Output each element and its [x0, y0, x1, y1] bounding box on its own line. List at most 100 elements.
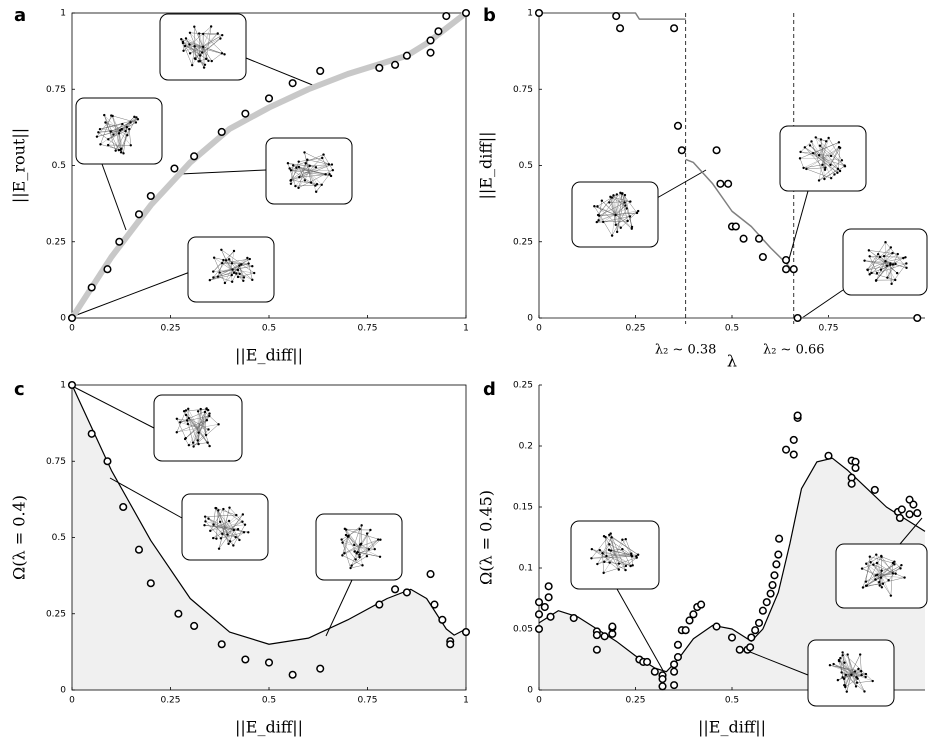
inset-node — [624, 204, 626, 206]
inset-node — [825, 140, 827, 142]
inset-node — [188, 444, 190, 446]
x-tick-label: 0.5 — [262, 696, 276, 706]
data-point — [790, 437, 797, 444]
inset-node — [598, 215, 600, 217]
inset-connector — [657, 170, 706, 198]
inset-node — [193, 45, 195, 47]
data-point — [613, 13, 620, 20]
data-point — [698, 601, 705, 608]
inset-node — [593, 205, 595, 207]
inset-node — [235, 272, 237, 274]
inset-node — [290, 169, 292, 171]
network-inset — [76, 98, 162, 164]
inset-node — [601, 200, 603, 202]
inset-node — [233, 529, 235, 531]
inset-node — [249, 258, 251, 260]
y-tick-label: 1 — [60, 9, 66, 19]
inset-node — [810, 140, 812, 142]
inset-node — [212, 523, 214, 525]
inset-node — [611, 234, 613, 236]
inset-node — [232, 544, 234, 546]
inset-node — [243, 276, 245, 278]
inset-node — [304, 162, 306, 164]
inset-node — [897, 253, 899, 255]
data-point — [659, 683, 666, 690]
y-tick-label: 0 — [60, 314, 66, 324]
data-point — [783, 266, 790, 273]
inset-node — [845, 674, 847, 676]
inset-node — [839, 147, 841, 149]
y-tick-label: 0.25 — [513, 237, 533, 247]
inset-node — [118, 132, 120, 134]
y-tick-label: 0 — [527, 314, 533, 324]
inset-node — [347, 535, 349, 537]
inset-node — [218, 271, 220, 273]
inset-node — [235, 514, 237, 516]
inset-node — [341, 554, 343, 556]
inset-node — [322, 153, 324, 155]
inset-node — [838, 141, 840, 143]
inset-node — [880, 576, 882, 578]
inset-node — [636, 556, 638, 558]
inset-node — [597, 219, 599, 221]
inset-node — [843, 662, 845, 664]
inset-node — [608, 561, 610, 563]
inset-node — [228, 258, 230, 260]
inset-node — [242, 280, 244, 282]
inset-node — [204, 515, 206, 517]
network-inset — [780, 126, 866, 191]
inset-node — [833, 173, 835, 175]
data-point — [733, 223, 740, 230]
inset-node — [349, 567, 351, 569]
inset-node — [603, 561, 605, 563]
panel: b00.250.50.7500.250.50.751λ||E_diff||λ₂ … — [477, 5, 928, 371]
inset-node — [187, 408, 189, 410]
inset-node — [602, 572, 604, 574]
data-point — [794, 315, 801, 322]
inset-node — [203, 524, 205, 526]
inset-node — [96, 135, 98, 137]
inset-node — [894, 263, 896, 265]
inset-node — [209, 530, 211, 532]
inset-node — [295, 167, 297, 169]
inset-node — [119, 149, 121, 151]
y-axis-label: ||E_rout|| — [10, 128, 29, 203]
inset-node — [630, 554, 632, 556]
inset-node — [343, 552, 345, 554]
data-point — [191, 153, 198, 160]
data-point — [536, 611, 543, 618]
inset-node — [886, 276, 888, 278]
data-point — [690, 611, 697, 618]
inset-node — [194, 57, 196, 59]
inset-node — [226, 533, 228, 535]
inset-node — [855, 676, 857, 678]
inset-node — [377, 538, 379, 540]
x-tick-label: 0 — [69, 324, 75, 334]
inset-node — [631, 228, 633, 230]
x-tick-label: 0 — [536, 696, 542, 706]
inset-node — [620, 227, 622, 229]
inset-node — [829, 664, 831, 666]
x-tick-label: 0.5 — [262, 324, 276, 334]
inset-node — [126, 134, 128, 136]
inset-node — [217, 509, 219, 511]
inset-node — [872, 563, 874, 565]
inset-node — [184, 438, 186, 440]
inset-node — [884, 260, 886, 262]
inset-node — [621, 193, 623, 195]
inset-node — [868, 249, 870, 251]
inset-node — [228, 506, 230, 508]
inset-node — [590, 557, 592, 559]
inset-node — [880, 555, 882, 557]
data-point — [545, 583, 552, 590]
inset-node — [304, 179, 306, 181]
inset-node — [243, 531, 245, 533]
inset-node — [298, 160, 300, 162]
data-point — [609, 623, 616, 630]
inset-node — [350, 564, 352, 566]
inset-node — [208, 415, 210, 417]
inset-node — [229, 540, 231, 542]
inset-node — [213, 256, 215, 258]
inset-node — [865, 580, 867, 582]
inset-node — [212, 270, 214, 272]
